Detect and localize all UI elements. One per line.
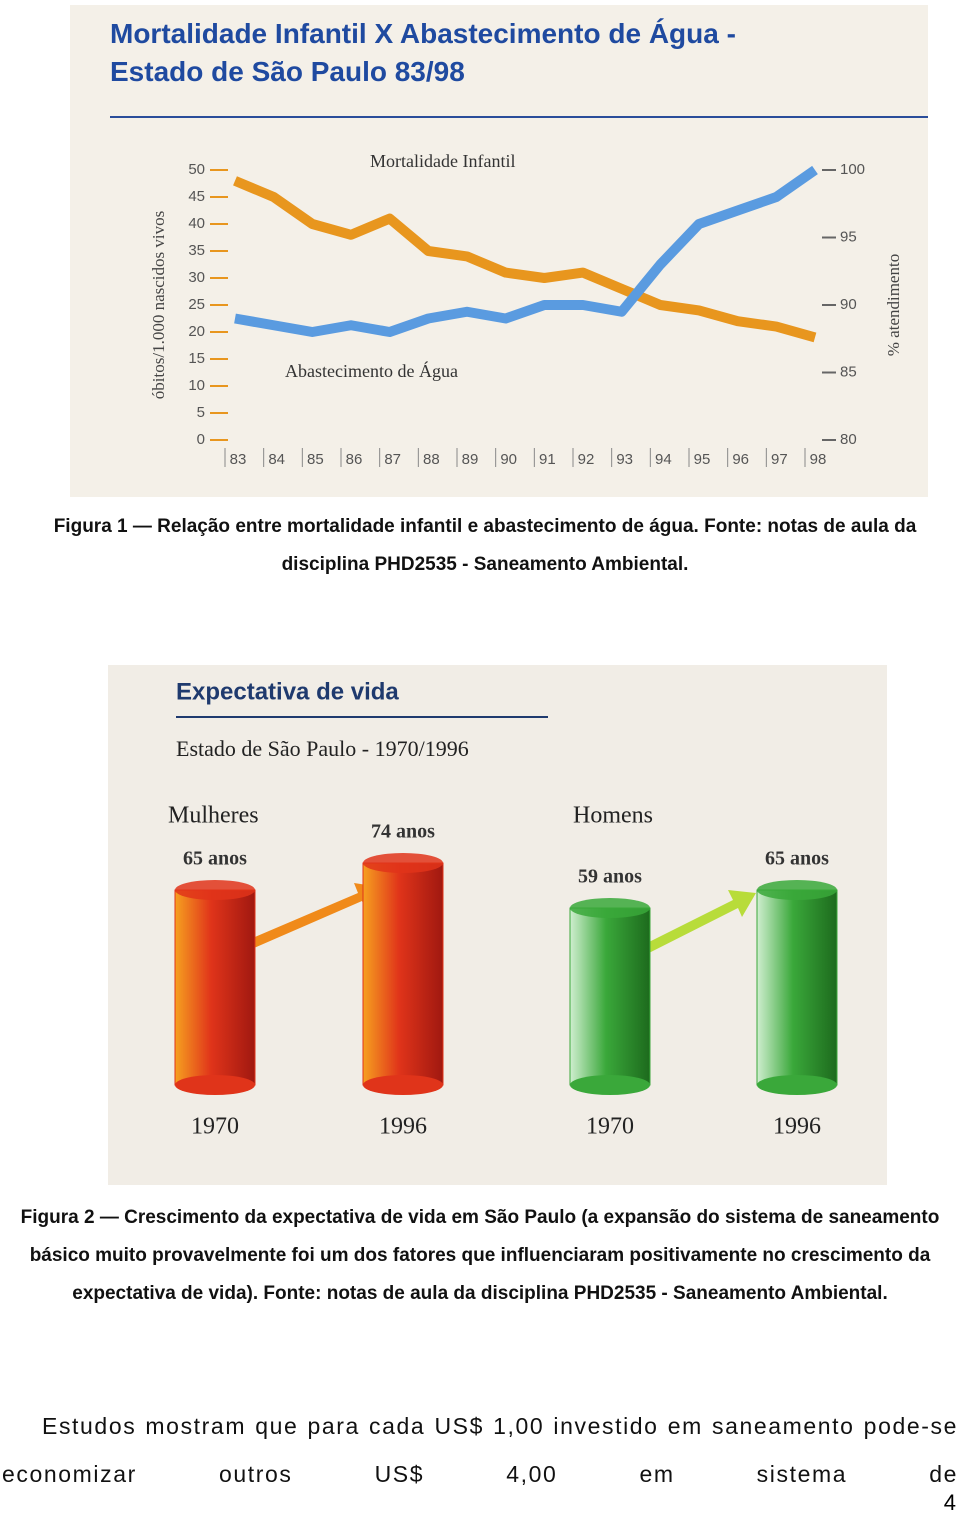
body-text: Estudos mostram que para cada US$ 1,00 i… — [2, 1413, 958, 1487]
y2-tick-label: 85 — [840, 363, 857, 380]
y-tick-label: 10 — [188, 377, 205, 394]
figure-caption: Figura 2 — Crescimento da expectativa de… — [20, 1207, 940, 1304]
group-label: Homens — [573, 803, 653, 829]
y2-tick-label: 100 — [840, 161, 865, 178]
x-tick-label: 95 — [694, 451, 711, 468]
x-tick-label: 87 — [384, 451, 401, 468]
series-label: Mortalidade Infantil — [370, 151, 515, 171]
x-tick-label: 97 — [771, 451, 788, 468]
x-tick-label: 83 — [230, 451, 247, 468]
y-tick-label: 40 — [188, 215, 205, 232]
value-label: 59 anos — [578, 866, 642, 888]
figure-2-chart: Expectativa de vida Estado de São Paulo … — [108, 665, 887, 1185]
y-tick-label: 35 — [188, 242, 205, 259]
x-tick-label: 1970 — [586, 1114, 634, 1140]
x-tick-label: 89 — [462, 451, 479, 468]
bar — [174, 889, 256, 1086]
x-tick-label: 85 — [307, 451, 324, 468]
y2-tick-label: 80 — [840, 431, 857, 448]
figure-1-title: Mortalidade Infantil X Abastecimento de … — [110, 18, 736, 87]
bar-cap — [757, 880, 837, 900]
bar-cap — [175, 880, 255, 900]
y-tick-label: 45 — [188, 188, 205, 205]
figure-caption: Figura 1 — Relação entre mortalidade inf… — [53, 516, 917, 575]
series-label: Abastecimento de Água — [285, 360, 458, 381]
chart-subtitle: Estado de São Paulo - 1970/1996 — [176, 736, 469, 761]
y-axis-title: óbitos/1.000 nascidos vivos — [149, 211, 168, 399]
y-tick-label: 5 — [197, 404, 205, 421]
figure-1-chart: 0 5 10 15 20 25 30 35 40 45 50 80 85 90 95 100 óbitos/1.… — [70, 5, 928, 497]
bar — [362, 862, 444, 1086]
bar-base — [175, 1075, 255, 1095]
x-tick-label: 94 — [655, 451, 672, 468]
x-tick-label: 90 — [500, 451, 517, 468]
x-tick-label: 96 — [732, 451, 749, 468]
y2-tick-label: 90 — [840, 296, 857, 313]
x-tick-label: 84 — [268, 451, 285, 468]
x-tick-label: 88 — [423, 451, 440, 468]
y-tick-label: 25 — [188, 296, 205, 313]
y-tick-label: 15 — [188, 350, 205, 367]
bar-base — [363, 1075, 443, 1095]
x-tick-label: 91 — [539, 451, 556, 468]
x-tick-label: 92 — [578, 451, 595, 468]
chart-title: Expectativa de vida — [176, 678, 399, 705]
bar-cap — [570, 898, 650, 918]
y2-tick-label: 95 — [840, 228, 857, 245]
arrow — [248, 883, 380, 948]
y-tick-label: 20 — [188, 323, 205, 340]
bar — [756, 889, 838, 1086]
y-tick-label: 0 — [197, 431, 205, 448]
y2-axis-title: % atendimento — [884, 254, 903, 356]
page-number: 4 — [943, 1490, 956, 1515]
x-tick-label: 98 — [810, 451, 827, 468]
value-label: 65 anos — [183, 848, 247, 870]
value-label: 74 anos — [371, 821, 435, 843]
bar-base — [757, 1075, 837, 1095]
x-tick-label: 1996 — [773, 1114, 821, 1140]
y-tick-label: 30 — [188, 269, 205, 286]
bar — [569, 907, 651, 1086]
line-series — [234, 165, 818, 337]
x-tick-label: 1996 — [379, 1114, 427, 1140]
bar-base — [570, 1075, 650, 1095]
value-label: 65 anos — [765, 848, 829, 870]
arrow — [633, 890, 756, 958]
bar-cap — [363, 853, 443, 873]
x-tick-label: 93 — [616, 451, 633, 468]
x-tick-label: 86 — [346, 451, 363, 468]
y-tick-label: 50 — [188, 161, 205, 178]
line-series — [233, 176, 817, 343]
x-tick-label: 1970 — [191, 1114, 239, 1140]
group-label: Mulheres — [168, 803, 259, 829]
